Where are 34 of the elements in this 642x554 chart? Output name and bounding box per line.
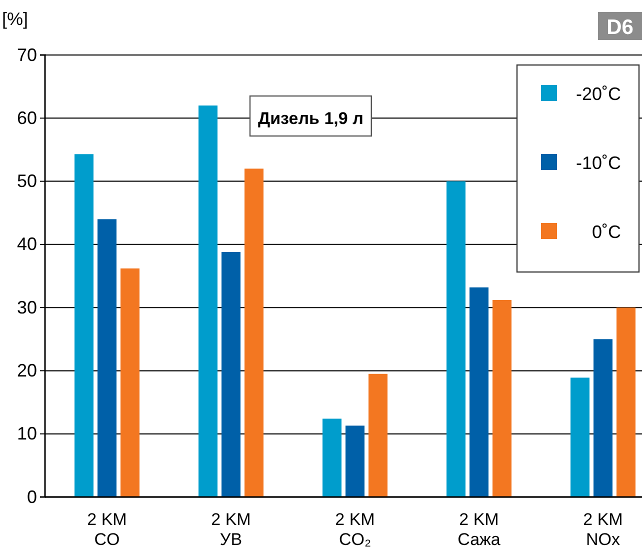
x-tick-label: 2 KM NOx xyxy=(583,510,623,549)
x-tick-label: 2 KM CO₂ xyxy=(335,510,375,549)
annotation: Дизель 1,9 л xyxy=(258,109,364,128)
y-tick-label: 40 xyxy=(16,234,37,254)
y-tick-label: 60 xyxy=(16,108,37,128)
bar xyxy=(616,308,636,497)
bar xyxy=(346,426,364,497)
text: D6 xyxy=(606,16,634,39)
y-tick-label: 50 xyxy=(16,171,37,192)
y-tick-label: 30 xyxy=(16,297,37,318)
bar xyxy=(198,106,218,497)
bar xyxy=(74,154,94,497)
bar xyxy=(470,287,488,497)
bar xyxy=(120,268,140,497)
y-tick-label: 70 xyxy=(16,44,37,65)
bar xyxy=(570,378,590,497)
legend-label: 0˚C xyxy=(592,222,621,242)
bar xyxy=(322,418,342,497)
bar xyxy=(222,252,240,497)
legend-label: -20˚C xyxy=(576,84,621,104)
y-axis-title: [%] xyxy=(2,9,28,29)
y-tick-label: 10 xyxy=(16,424,37,444)
bar xyxy=(492,300,512,497)
y-tick-label: 20 xyxy=(16,360,37,380)
legend-label: -10˚C xyxy=(576,153,621,173)
x-tick-label: 2 KM Сажа xyxy=(458,510,501,549)
x-tick-label: 2 KM CO xyxy=(87,510,127,549)
bar xyxy=(98,219,116,497)
bar xyxy=(594,339,612,497)
bar xyxy=(446,181,466,497)
bar xyxy=(244,168,264,497)
bar xyxy=(368,374,388,497)
y-tick-label: 0 xyxy=(26,486,37,507)
x-tick-label: 2 KM УВ xyxy=(211,510,251,549)
